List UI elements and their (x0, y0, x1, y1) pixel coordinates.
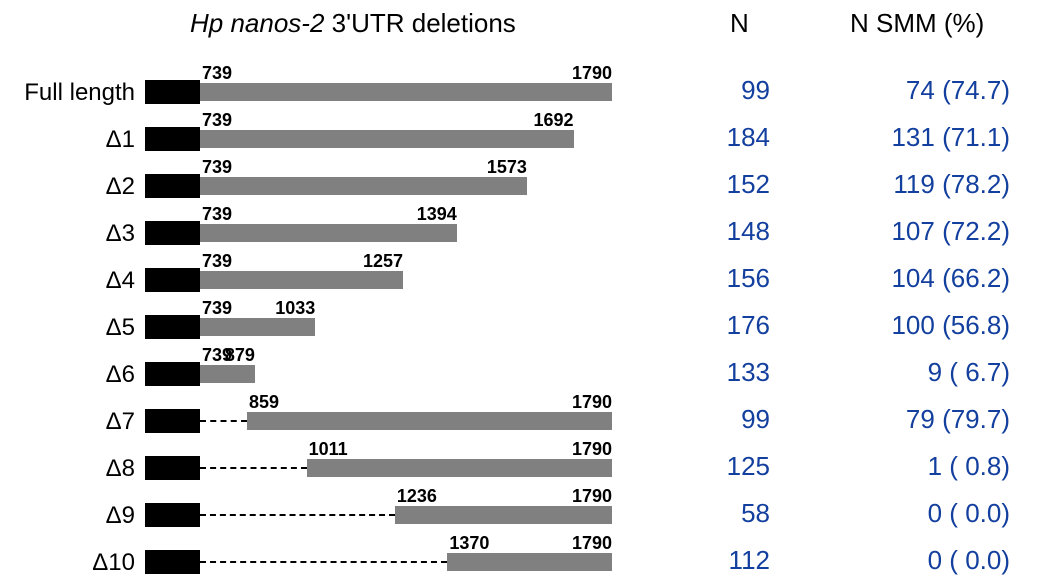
deletion-dash (200, 514, 395, 516)
header-title-gene: Hp nanos-2 (190, 8, 324, 38)
figure-canvas: Hp nanos-2 3'UTR deletions N N SMM (%) F… (0, 0, 1050, 570)
cell-smm: 100 (56.8) (891, 310, 1010, 341)
row-label: Δ8 (106, 455, 135, 483)
bar-start-label: 739 (202, 204, 232, 225)
row-label: Δ5 (106, 314, 135, 342)
cell-n: 152 (727, 169, 770, 200)
cell-smm: 107 (72.2) (891, 216, 1010, 247)
bar-end-label: 1257 (343, 251, 403, 272)
row-label: Δ7 (106, 408, 135, 436)
cell-smm: 9 ( 6.7) (928, 357, 1010, 388)
deletion-dash (200, 467, 307, 469)
cds-box (145, 174, 200, 198)
bar-end-label: 1790 (552, 392, 612, 413)
cell-smm: 0 ( 0.0) (928, 498, 1010, 529)
utr-bar (200, 130, 574, 148)
cell-n: 176 (727, 310, 770, 341)
row-label: Δ2 (106, 173, 135, 201)
utr-bar (200, 365, 255, 383)
cell-n: 156 (727, 263, 770, 294)
cell-smm: 1 ( 0.8) (928, 451, 1010, 482)
cell-n: 125 (727, 451, 770, 482)
cell-n: 133 (727, 357, 770, 388)
header-n: N (730, 8, 749, 39)
cds-box (145, 80, 200, 104)
row-label: Δ6 (106, 361, 135, 389)
header-title: Hp nanos-2 3'UTR deletions (190, 8, 516, 39)
row-label: Δ4 (106, 267, 135, 295)
bar-end-label: 1692 (514, 110, 574, 131)
utr-bar (200, 224, 457, 242)
cell-n: 148 (727, 216, 770, 247)
row-label: Full length (24, 79, 135, 107)
bar-start-label: 1236 (397, 486, 437, 507)
bar-end-label: 1790 (552, 439, 612, 460)
deletion-dash (200, 420, 247, 422)
cell-n: 112 (729, 545, 770, 576)
cds-box (145, 503, 200, 527)
cds-box (145, 456, 200, 480)
cds-box (145, 409, 200, 433)
cell-n: 58 (741, 498, 770, 529)
bar-end-label: 1790 (552, 486, 612, 507)
cds-box (145, 315, 200, 339)
utr-bar (200, 271, 403, 289)
cds-box (145, 127, 200, 151)
bar-end-label: 1033 (255, 298, 315, 319)
header-title-rest: 3'UTR deletions (324, 8, 515, 38)
bar-end-label: 879 (195, 345, 255, 366)
utr-bar (447, 553, 612, 571)
header-smm: N SMM (%) (850, 8, 984, 39)
utr-bar (200, 177, 527, 195)
bar-start-label: 739 (202, 63, 232, 84)
utr-bar (307, 459, 612, 477)
cell-n: 99 (741, 404, 770, 435)
cds-box (145, 221, 200, 245)
bar-start-label: 739 (202, 251, 232, 272)
deletion-dash (200, 561, 447, 563)
bar-start-label: 859 (249, 392, 279, 413)
utr-bar (395, 506, 612, 524)
row-label: Δ1 (106, 126, 135, 154)
bar-end-label: 1573 (467, 157, 527, 178)
cell-smm: 0 ( 0.0) (928, 545, 1010, 576)
bar-start-label: 1370 (449, 533, 489, 554)
utr-bar (200, 318, 315, 336)
cell-smm: 79 (79.7) (906, 404, 1010, 435)
cds-box (145, 362, 200, 386)
bar-end-label: 1394 (397, 204, 457, 225)
bar-end-label: 1790 (552, 63, 612, 84)
cell-smm: 74 (74.7) (906, 75, 1010, 106)
bar-start-label: 739 (202, 110, 232, 131)
cell-n: 99 (741, 75, 770, 106)
bar-end-label: 1790 (552, 533, 612, 554)
bar-start-label: 739 (202, 157, 232, 178)
cell-smm: 104 (66.2) (891, 263, 1010, 294)
bar-start-label: 1011 (309, 439, 348, 460)
utr-bar (247, 412, 612, 430)
row-label: Δ9 (106, 502, 135, 530)
utr-bar (200, 83, 612, 101)
bar-start-label: 739 (202, 298, 232, 319)
cell-smm: 119 (78.2) (893, 169, 1010, 200)
cell-n: 184 (727, 122, 770, 153)
row-label: Δ3 (106, 220, 135, 248)
cds-box (145, 268, 200, 292)
row-label: Δ10 (92, 549, 135, 577)
cell-smm: 131 (71.1) (891, 122, 1010, 153)
